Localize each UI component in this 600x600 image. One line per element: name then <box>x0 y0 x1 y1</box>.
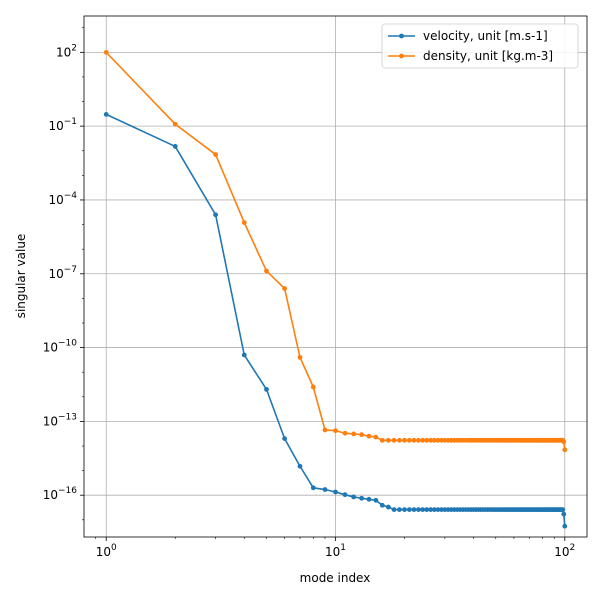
data-point <box>424 437 430 443</box>
data-point <box>373 497 379 503</box>
data-point <box>562 523 568 529</box>
data-point <box>282 286 288 291</box>
data-point <box>420 437 426 443</box>
y-tick-label: 10−7 <box>48 265 77 281</box>
x-tick-label: 101 <box>325 543 346 559</box>
y-axis-label: singular value <box>14 234 28 319</box>
data-point <box>416 437 421 443</box>
data-point <box>435 437 441 443</box>
y-tick-label: 10−13 <box>43 412 77 428</box>
data-point <box>366 433 372 439</box>
data-point <box>439 437 444 443</box>
legend-label: density, unit [kg.m-3] <box>423 49 553 63</box>
data-point <box>561 439 567 445</box>
data-point <box>342 430 348 436</box>
data-point <box>172 121 178 127</box>
data-point <box>310 384 316 390</box>
data-point <box>561 511 567 517</box>
data-point <box>391 507 397 512</box>
data-point <box>103 49 109 55</box>
x-tick-label: 100 <box>96 543 117 559</box>
data-point <box>241 352 247 358</box>
data-point <box>103 112 109 117</box>
data-point <box>406 507 412 512</box>
data-point <box>420 507 426 512</box>
data-point <box>322 487 328 492</box>
data-point <box>411 437 417 443</box>
data-point <box>562 447 568 453</box>
data-point <box>432 437 437 443</box>
data-point <box>560 507 566 512</box>
y-tick-label: 10−10 <box>43 339 78 355</box>
legend-swatch-marker <box>399 53 404 59</box>
data-point <box>264 386 269 392</box>
data-point <box>439 507 444 512</box>
data-point <box>435 507 441 512</box>
data-point <box>391 437 397 443</box>
data-point <box>333 428 338 434</box>
data-point <box>172 144 178 149</box>
data-point <box>385 437 391 443</box>
data-point <box>297 463 303 469</box>
data-point <box>213 152 219 157</box>
data-point <box>406 437 412 443</box>
y-tick-label: 10−16 <box>43 486 78 502</box>
x-axis-label: mode index <box>300 571 371 585</box>
data-point <box>359 432 365 438</box>
data-point <box>333 489 338 495</box>
ticks: 100 101 102 10−16 10−13 10−10 10−7 10−4 10−1 102 <box>43 27 575 559</box>
data-point <box>322 427 328 433</box>
data-point <box>379 437 385 443</box>
data-point <box>310 485 316 491</box>
data-point <box>264 268 269 274</box>
data-point <box>397 437 402 443</box>
data-point <box>428 437 434 443</box>
y-tick-label: 10−4 <box>48 191 77 207</box>
data-point <box>379 502 385 508</box>
data-point <box>402 507 407 512</box>
data-point <box>351 431 357 437</box>
data-point <box>282 436 288 441</box>
data-point <box>366 496 372 502</box>
legend-swatch-marker <box>399 33 404 39</box>
data-point <box>424 507 430 512</box>
data-point <box>359 495 365 501</box>
data-point <box>411 507 417 512</box>
y-tick-label: 10−1 <box>48 117 77 133</box>
data-point <box>342 492 348 498</box>
data-point <box>428 507 434 512</box>
y-tick-label: 102 <box>56 43 77 59</box>
data-point <box>351 494 357 500</box>
series-layer <box>103 49 568 529</box>
x-tick-label: 102 <box>554 543 575 559</box>
data-point <box>241 220 247 226</box>
data-point <box>213 212 219 218</box>
data-point <box>432 507 437 512</box>
data-point <box>402 437 407 443</box>
data-point <box>297 354 303 360</box>
data-point <box>416 507 421 512</box>
grid <box>84 16 587 537</box>
legend-label: velocity, unit [m.s-1] <box>423 29 548 43</box>
data-point <box>385 504 391 510</box>
legend-box <box>381 23 579 69</box>
data-point <box>373 434 379 440</box>
legend: velocity, unit [m.s-1] density, unit [kg.… <box>381 23 579 69</box>
data-point <box>397 507 402 512</box>
